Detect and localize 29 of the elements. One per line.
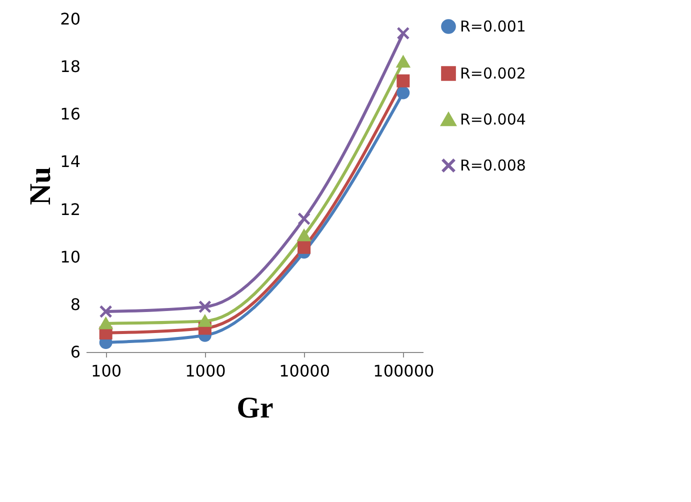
y-tick-label: 6 xyxy=(70,342,80,362)
point xyxy=(198,300,212,314)
legend-label: R=0.001 xyxy=(460,18,526,36)
y-tick-label: 8 xyxy=(70,294,80,314)
x-tick-label: 100 xyxy=(91,362,122,380)
legend-label: R=0.008 xyxy=(460,156,526,174)
x-tick-label: 10000 xyxy=(279,362,330,380)
y-tick-label: 20 xyxy=(60,10,80,28)
y-tick-label: 16 xyxy=(60,104,80,124)
x-tick-label: 1000 xyxy=(185,362,226,380)
point xyxy=(198,315,212,327)
x-axis-title: Gr xyxy=(236,392,274,424)
legend-label: R=0.004 xyxy=(460,110,526,128)
point xyxy=(99,305,112,318)
point xyxy=(396,56,410,68)
point xyxy=(99,318,112,330)
point xyxy=(396,86,410,100)
y-tick-label: 10 xyxy=(60,247,80,266)
y-tick-label: 14 xyxy=(60,152,80,172)
point xyxy=(298,230,311,242)
y-tick-label: 12 xyxy=(60,200,80,219)
legend-label: R=0.002 xyxy=(460,64,526,82)
x-tick-label: 100000 xyxy=(373,362,434,380)
point xyxy=(298,212,311,226)
point xyxy=(396,26,410,40)
y-axis-title: Nu xyxy=(24,166,58,206)
point xyxy=(298,240,311,254)
y-tick-label: 18 xyxy=(60,57,80,76)
point xyxy=(396,74,410,88)
